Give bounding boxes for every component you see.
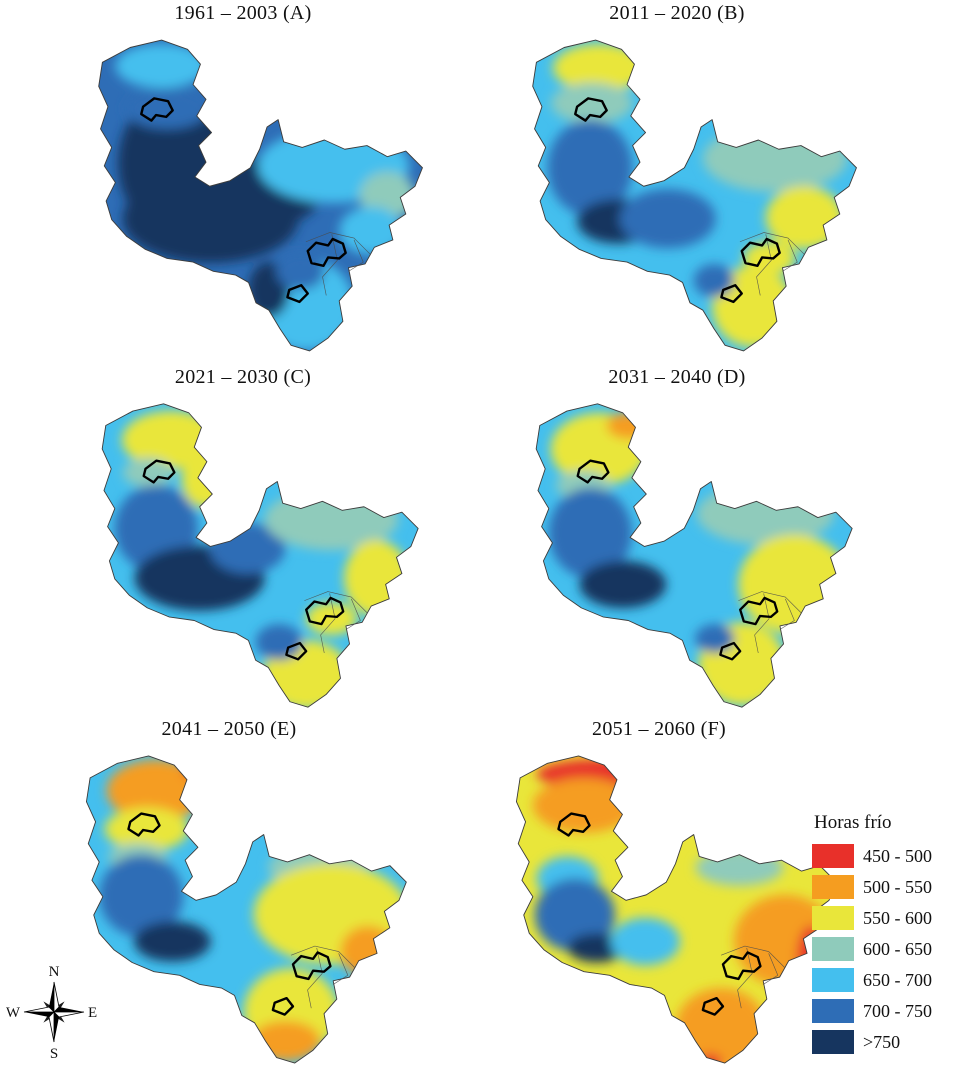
legend-label: 700 - 750: [863, 1000, 932, 1021]
legend-color-swatch: [812, 968, 854, 992]
map-panel-d: 2031 – 2040 (D): [462, 366, 892, 718]
legend-item-700-750: 700 - 750: [812, 999, 960, 1023]
compass-rose: N E S W: [6, 960, 102, 1068]
legend-item--750: >750: [812, 1030, 960, 1054]
compass-label-w: W: [6, 1005, 21, 1021]
legend-title: Horas frío: [814, 812, 892, 833]
legend-item-450-500: 450 - 500: [812, 844, 960, 868]
compass-point-w-light: [23, 1006, 55, 1013]
legend-item-500-550: 500 - 550: [812, 875, 960, 899]
compass-label-e: E: [88, 1005, 97, 1021]
legend-items: 450 - 500 500 - 550 550 - 600 600 - 650 650 …: [812, 844, 960, 1054]
map-panel-c: 2021 – 2030 (C): [28, 366, 458, 718]
compass-label-s: S: [50, 1046, 58, 1062]
map-title-a: 1961 – 2003 (A): [174, 2, 312, 24]
map-d-choropleth: [535, 403, 853, 708]
compass-point-n-light: [53, 981, 60, 1013]
compass-point-e-light: [53, 1011, 85, 1018]
compass-svg: N E S W: [6, 964, 97, 1062]
legend-item-550-600: 550 - 600: [812, 906, 960, 930]
legend-label: 450 - 500: [863, 845, 932, 866]
legend-color-swatch: [812, 937, 854, 961]
legend-color-swatch: [812, 875, 854, 899]
map-canvas-e: [12, 745, 446, 1074]
map-title-b: 2011 – 2020 (B): [609, 2, 745, 24]
compass-point-s-light: [48, 1011, 55, 1043]
legend-color-swatch: [812, 844, 854, 868]
map-canvas-c: [28, 393, 458, 718]
map-title-f: 2051 – 2060 (F): [592, 718, 726, 740]
legend-color-swatch: [812, 999, 854, 1023]
compass-star: [23, 981, 85, 1043]
compass-point-e-dark: [54, 1007, 84, 1012]
map-canvas-f: [442, 745, 876, 1074]
map-title-e: 2041 – 2050 (E): [161, 718, 297, 740]
legend-label: 500 - 550: [863, 876, 932, 897]
legend-label: 550 - 600: [863, 907, 932, 928]
map-f-choropleth: [515, 755, 837, 1064]
legend-item-650-700: 650 - 700: [812, 968, 960, 992]
legend-label: >750: [863, 1031, 901, 1052]
map-b-choropleth: [532, 39, 857, 352]
map-canvas-d: [462, 393, 892, 718]
legend: Horas frío 450 - 500 500 - 550 550 - 600 60…: [812, 812, 960, 1061]
map-a-choropleth: [98, 39, 423, 352]
map-panel-a: 1961 – 2003 (A): [28, 2, 458, 362]
legend-color-swatch: [812, 906, 854, 930]
legend-color-swatch: [812, 1030, 854, 1054]
compass-point-w-dark: [24, 1012, 54, 1017]
compass-point-n-dark: [49, 982, 54, 1012]
compass-point-s-dark: [54, 1012, 59, 1042]
map-title-d: 2031 – 2040 (D): [608, 366, 746, 388]
map-panel-f: 2051 – 2060 (F): [442, 718, 876, 1074]
map-panel-b: 2011 – 2020 (B): [462, 2, 892, 362]
legend-label: 600 - 650: [863, 938, 932, 959]
map-panel-e: 2041 – 2050 (E): [12, 718, 446, 1074]
compass-label-n: N: [49, 964, 60, 980]
legend-item-600-650: 600 - 650: [812, 937, 960, 961]
map-title-c: 2021 – 2030 (C): [174, 366, 312, 388]
map-c-choropleth: [101, 403, 419, 708]
map-e-choropleth: [85, 755, 407, 1064]
legend-label: 650 - 700: [863, 969, 932, 990]
map-canvas-a: [28, 29, 458, 362]
map-canvas-b: [462, 29, 892, 362]
